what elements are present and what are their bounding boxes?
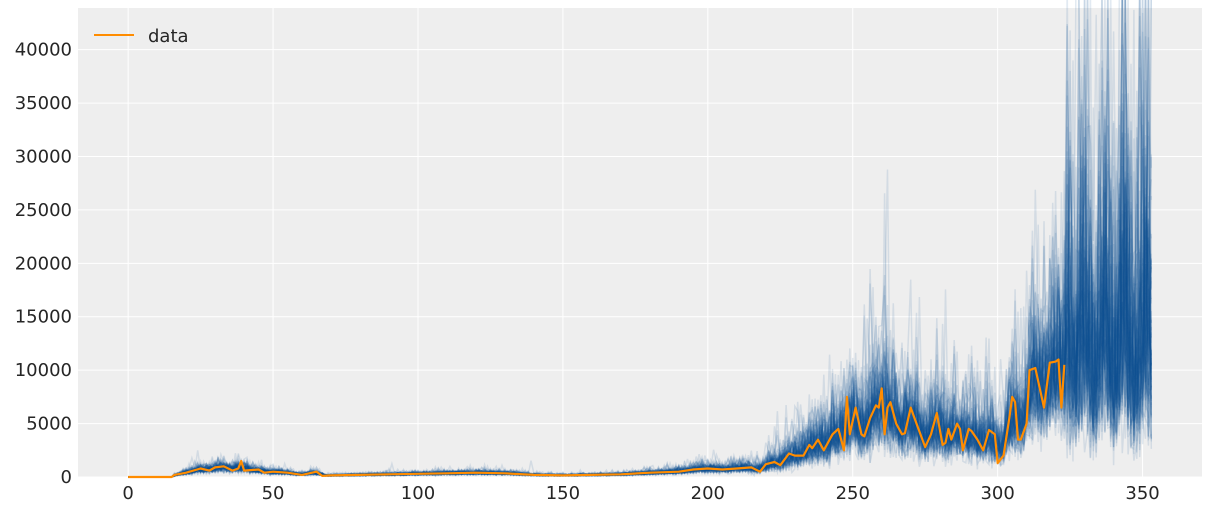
predictive-line — [128, 0, 1153, 478]
predictive-line — [128, 130, 1152, 478]
x-tick-label: 100 — [401, 483, 435, 504]
y-tick-label: 0 — [61, 467, 72, 488]
x-tick-label: 250 — [836, 483, 870, 504]
y-tick-label: 35000 — [15, 93, 72, 114]
y-tick-label: 10000 — [15, 360, 72, 381]
x-tick-label: 350 — [1125, 483, 1159, 504]
y-tick-label: 40000 — [15, 40, 72, 61]
plot-background — [78, 8, 1202, 477]
y-tick-label: 5000 — [26, 414, 72, 435]
grid — [78, 8, 1202, 478]
y-tick-label: 30000 — [15, 146, 72, 167]
y-tick-label: 15000 — [15, 307, 72, 328]
legend: data — [94, 26, 189, 47]
x-tick-label: 300 — [980, 483, 1014, 504]
y-tick-label: 25000 — [15, 200, 72, 221]
y-tick-label: 20000 — [15, 253, 72, 274]
tick-labels: 0 50 100 150 200 250 300 350 0 5000 10000 15000 2000… — [15, 40, 1160, 504]
x-tick-label: 200 — [691, 483, 725, 504]
x-tick-label: 50 — [262, 483, 285, 504]
data-line — [128, 358, 1066, 479]
x-tick-label: 150 — [546, 483, 580, 504]
legend-label-data: data — [148, 26, 189, 47]
x-tick-label: 0 — [122, 483, 133, 504]
data-series — [128, 358, 1066, 479]
